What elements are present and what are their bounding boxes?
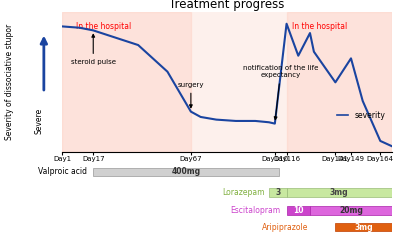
- Bar: [286, 188, 392, 197]
- Text: Aripiprazole: Aripiprazole: [262, 223, 308, 231]
- Bar: [93, 168, 279, 176]
- Bar: [286, 12, 392, 152]
- Bar: [335, 223, 392, 231]
- Text: 400mg: 400mg: [172, 168, 200, 176]
- Bar: [62, 12, 191, 152]
- Text: notification of the life
expectancy: notification of the life expectancy: [243, 65, 318, 120]
- Legend: severity: severity: [334, 107, 388, 123]
- Text: In the hospital: In the hospital: [292, 22, 348, 31]
- Text: Severe: Severe: [34, 108, 43, 134]
- Text: In the hospital: In the hospital: [76, 22, 131, 31]
- Text: Escitalopram: Escitalopram: [230, 206, 281, 215]
- Title: Treatment progress: Treatment progress: [169, 0, 285, 11]
- Text: Lorazepam: Lorazepam: [222, 188, 265, 197]
- Text: surgery: surgery: [178, 82, 204, 108]
- Bar: [310, 206, 392, 215]
- Text: steroid pulse: steroid pulse: [71, 34, 116, 65]
- Bar: [269, 188, 286, 197]
- Text: 3: 3: [275, 188, 280, 197]
- Text: 20mg: 20mg: [339, 206, 363, 215]
- Bar: [286, 206, 310, 215]
- Text: 3mg: 3mg: [330, 188, 348, 197]
- Text: Valproic acid: Valproic acid: [38, 168, 87, 176]
- Text: 3mg: 3mg: [354, 223, 373, 231]
- Text: Severity of dissociative stupor: Severity of dissociative stupor: [5, 24, 14, 140]
- Text: 10: 10: [293, 206, 304, 215]
